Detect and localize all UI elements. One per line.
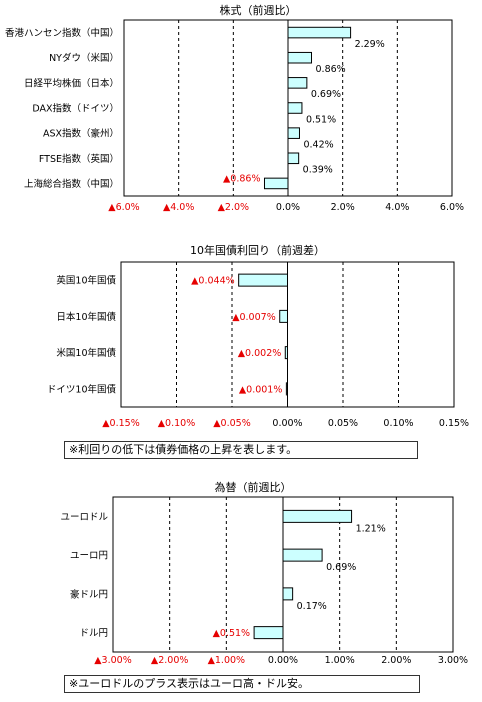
fx-category-label: ユーロドル [60,512,108,523]
bond-note: ※利回りの低下は債券価格の上昇を表します。 [64,441,418,459]
bond-tick-label: 0.00% [272,418,302,429]
bond-tick-label: ▲0.15% [102,418,140,429]
bond-tick-label: 0.05% [328,418,358,429]
fx-tick-label: 1.00% [325,655,355,666]
bond-chart-panel: 10年国債利回り（前週差） ▲0.15% ▲0.10% ▲0.05% 0.00% 0.05… [47,243,469,429]
stock-category-label: DAX指数（ドイツ） [32,103,119,115]
bond-bar [279,309,289,323]
stock-tick-label: ▲4.0% [163,202,194,213]
stock-category-label: ASX指数（豪州） [43,128,119,140]
stock-bar [287,152,300,165]
bond-value-label: ▲0.044% [191,276,235,287]
bond-category-label: ドイツ10年国債 [47,383,117,395]
bond-category-label: 日本10年国債 [56,311,116,323]
fx-tick-label: ▲3.00% [94,655,132,666]
fx-tick-label: ▲2.00% [151,655,189,666]
bond-category-label: 米国10年国債 [56,347,116,359]
stock-value-label: 0.39% [303,165,333,176]
bond-value-label: ▲0.007% [232,312,276,323]
fx-bar [253,626,284,640]
fx-category-label: 豪ドル円 [70,588,108,600]
fx-category-label: ドル円 [79,628,108,639]
fx-chart-title: 為替（前週比） [215,480,292,494]
fx-tick-label: 3.00% [438,655,468,666]
stock-bar [263,177,289,190]
stock-category-label: 香港ハンセン指数（中国） [5,27,119,39]
stock-tick-label: ▲2.0% [218,202,249,213]
stock-value-label: ▲0.86% [223,173,261,184]
stock-category-label: NYダウ（米国） [49,52,119,64]
stock-value-label: 0.51% [306,114,336,125]
fx-value-label: 0.17% [297,601,327,612]
bond-category-label: 英国10年国債 [56,275,116,287]
fx-tick-label: 2.00% [381,655,411,666]
stock-value-label: 0.86% [316,64,346,75]
bond-tick-label: ▲0.10% [158,418,196,429]
stock-tick-label: 4.0% [385,202,409,213]
stock-bar [287,102,303,114]
stock-bar [287,26,352,39]
stock-chart-title: 株式（前週比） [220,3,297,17]
bond-bar [238,273,289,287]
fx-tick-label: ▲1.00% [208,655,246,666]
fx-note: ※ユーロドルのプラス表示はユーロ高・ドル安。 [64,675,420,693]
stock-category-label: 日経平均株価（日本） [24,77,119,89]
bond-tick-label: 0.10% [383,418,413,429]
fx-bar [282,548,323,562]
stock-bar [287,51,313,64]
stock-value-label: 0.69% [311,89,341,100]
stock-tick-label: 0.0% [276,202,300,213]
bond-chart-title: 10年国債利回り（前週差） [190,243,325,257]
stock-category-label: 上海総合指数（中国） [24,178,119,190]
stock-tick-label: 6.0% [440,202,464,213]
stock-chart-panel: 株式（前週比） ▲6.0% ▲4.0% ▲2.0% 0.0% 2.0% 4.0% 6.0% 香港… [5,3,464,213]
stock-category-label: FTSE指数（英国） [39,153,119,165]
fx-tick-label: 0.00% [268,655,298,666]
fx-chart-panel: 為替（前週比） ▲3.00% ▲2.00% ▲1.00% 0.00% 1.00% 2.00%… [60,480,468,666]
fx-category-label: ユーロ円 [70,551,108,562]
fx-bar [282,509,353,523]
bond-tick-label: 0.15% [439,418,469,429]
fx-value-label: 0.69% [326,562,356,573]
bond-value-label: ▲0.002% [238,348,282,359]
bond-value-label: ▲0.001% [239,384,283,395]
stock-value-label: 0.42% [303,139,333,150]
fx-bar [282,587,294,601]
bond-bar [285,382,289,396]
bond-tick-label: ▲0.05% [213,418,251,429]
stock-bar [287,127,300,139]
fx-value-label: ▲0.51% [213,628,251,639]
fx-value-label: 1.21% [356,523,386,534]
stock-tick-label: ▲6.0% [108,202,139,213]
stock-bar [287,77,308,89]
stock-tick-label: 2.0% [331,202,355,213]
stock-value-label: 2.29% [355,39,385,50]
bond-bar [284,346,288,360]
